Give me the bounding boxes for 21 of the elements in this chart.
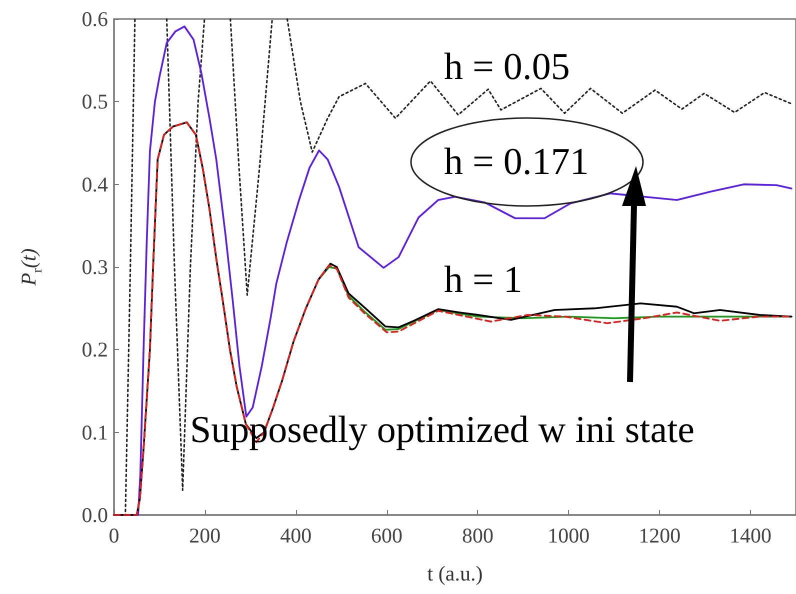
y-tick-label: 0.5: [82, 90, 108, 114]
x-tick-label: 600: [371, 524, 403, 548]
x-tick-label: 200: [189, 524, 221, 548]
x-tick-label: 1200: [638, 524, 681, 548]
annotation: h = 0.05: [444, 45, 571, 89]
y-tick-label: 0.3: [82, 255, 108, 279]
x-axis-title: t (a.u.): [427, 562, 483, 586]
x-tick-label: 1400: [730, 524, 772, 548]
y-tick-label: 0.0: [82, 503, 108, 527]
y-axis-title: Pr(t): [16, 248, 46, 287]
x-tick-label: 1000: [548, 524, 590, 548]
y-tick-label: 0.6: [82, 7, 108, 31]
x-tick-label: 0: [108, 524, 120, 548]
y-tick-label: 0.2: [82, 338, 108, 362]
line-series: [113, 121, 792, 516]
x-tick-label: 800: [462, 524, 494, 548]
y-tick-label: 0.1: [82, 420, 108, 444]
x-tick-label: 400: [280, 524, 312, 548]
annotation: h = 1: [444, 258, 524, 302]
annotation: h = 0.171: [444, 140, 590, 184]
y-tick-label: 0.4: [82, 172, 108, 196]
